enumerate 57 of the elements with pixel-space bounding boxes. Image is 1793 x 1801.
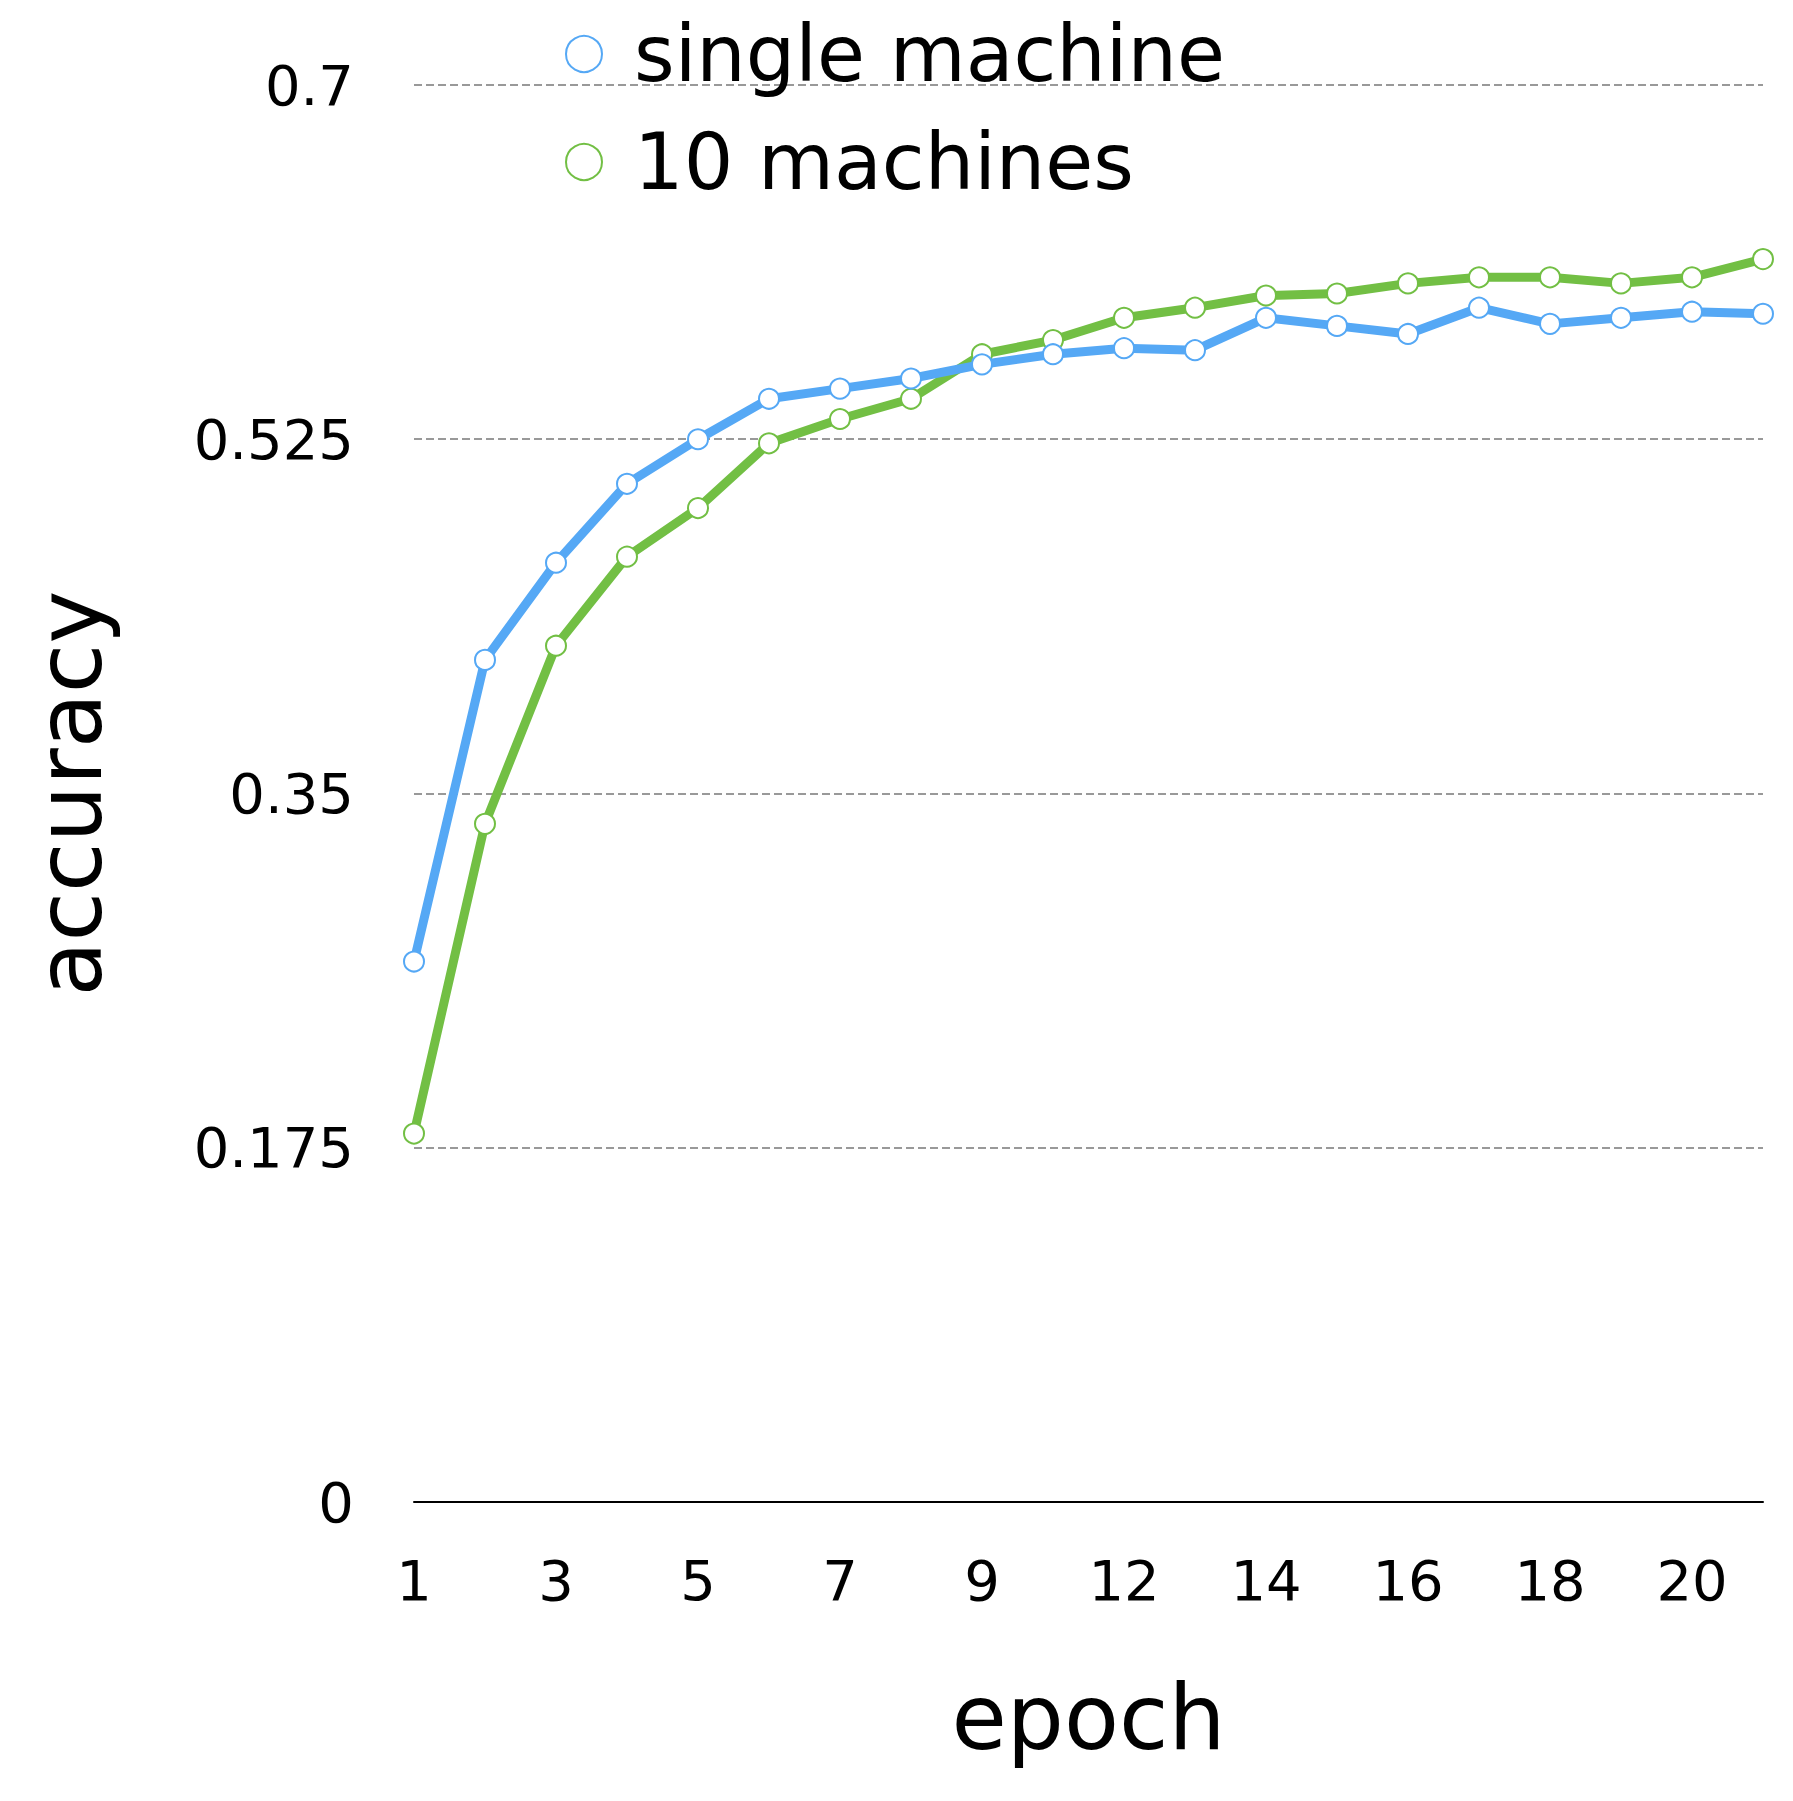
- y-axis-title: accuracy: [16, 590, 122, 997]
- point: [1042, 343, 1064, 366]
- point: [687, 428, 709, 451]
- point: [1610, 272, 1632, 295]
- point: [900, 387, 922, 410]
- y-tick-label: 0.175: [193, 1115, 354, 1181]
- y-tick-label: 0: [318, 1469, 354, 1535]
- x-tick-label: 9: [964, 1547, 1000, 1613]
- y-tick-label: 0.7: [264, 52, 354, 118]
- legend-label: 10 machines: [634, 117, 1134, 207]
- point: [1326, 314, 1348, 337]
- point: [1610, 306, 1632, 329]
- point: [1752, 302, 1774, 325]
- y-tick-label: 0.35: [229, 761, 354, 826]
- x-tick-label: 1: [396, 1547, 432, 1613]
- point: [545, 634, 567, 657]
- x-tick-label: 18: [1514, 1547, 1586, 1613]
- point: [1681, 266, 1703, 289]
- point: [1468, 266, 1490, 289]
- point: [829, 408, 851, 430]
- x-tick-label: 12: [1088, 1547, 1160, 1613]
- point: [758, 387, 780, 410]
- point: [1184, 296, 1206, 319]
- point: [1113, 306, 1135, 329]
- legend-label: single machine: [634, 9, 1225, 99]
- point: [545, 551, 567, 574]
- x-axis-title: epoch: [951, 1664, 1226, 1770]
- point: [1681, 300, 1703, 323]
- point: [1539, 312, 1561, 335]
- x-tick-label: 16: [1372, 1547, 1444, 1613]
- x-tick-label: 20: [1656, 1547, 1728, 1613]
- x-tick-label: 3: [538, 1547, 574, 1613]
- y-tick-label: 0.525: [193, 406, 354, 472]
- point: [403, 1122, 425, 1145]
- point: [1468, 296, 1490, 319]
- point: [1255, 284, 1277, 307]
- point: [900, 367, 922, 390]
- point: [1184, 339, 1206, 362]
- point: [616, 545, 638, 568]
- point: [1113, 337, 1135, 360]
- point: [1326, 282, 1348, 305]
- point: [616, 472, 638, 495]
- point: [474, 648, 496, 671]
- x-tick-label: 5: [680, 1547, 716, 1613]
- point: [758, 432, 780, 455]
- x-tick-label: 14: [1230, 1547, 1302, 1613]
- point: [829, 377, 851, 400]
- x-tick-label: 7: [822, 1547, 858, 1613]
- point: [1397, 322, 1419, 345]
- point: [1752, 248, 1774, 271]
- point: [1397, 272, 1419, 295]
- point: [687, 497, 709, 520]
- point: [403, 950, 425, 973]
- point: [1255, 306, 1277, 329]
- point: [971, 353, 993, 376]
- point: [474, 812, 496, 835]
- point: [1539, 266, 1561, 289]
